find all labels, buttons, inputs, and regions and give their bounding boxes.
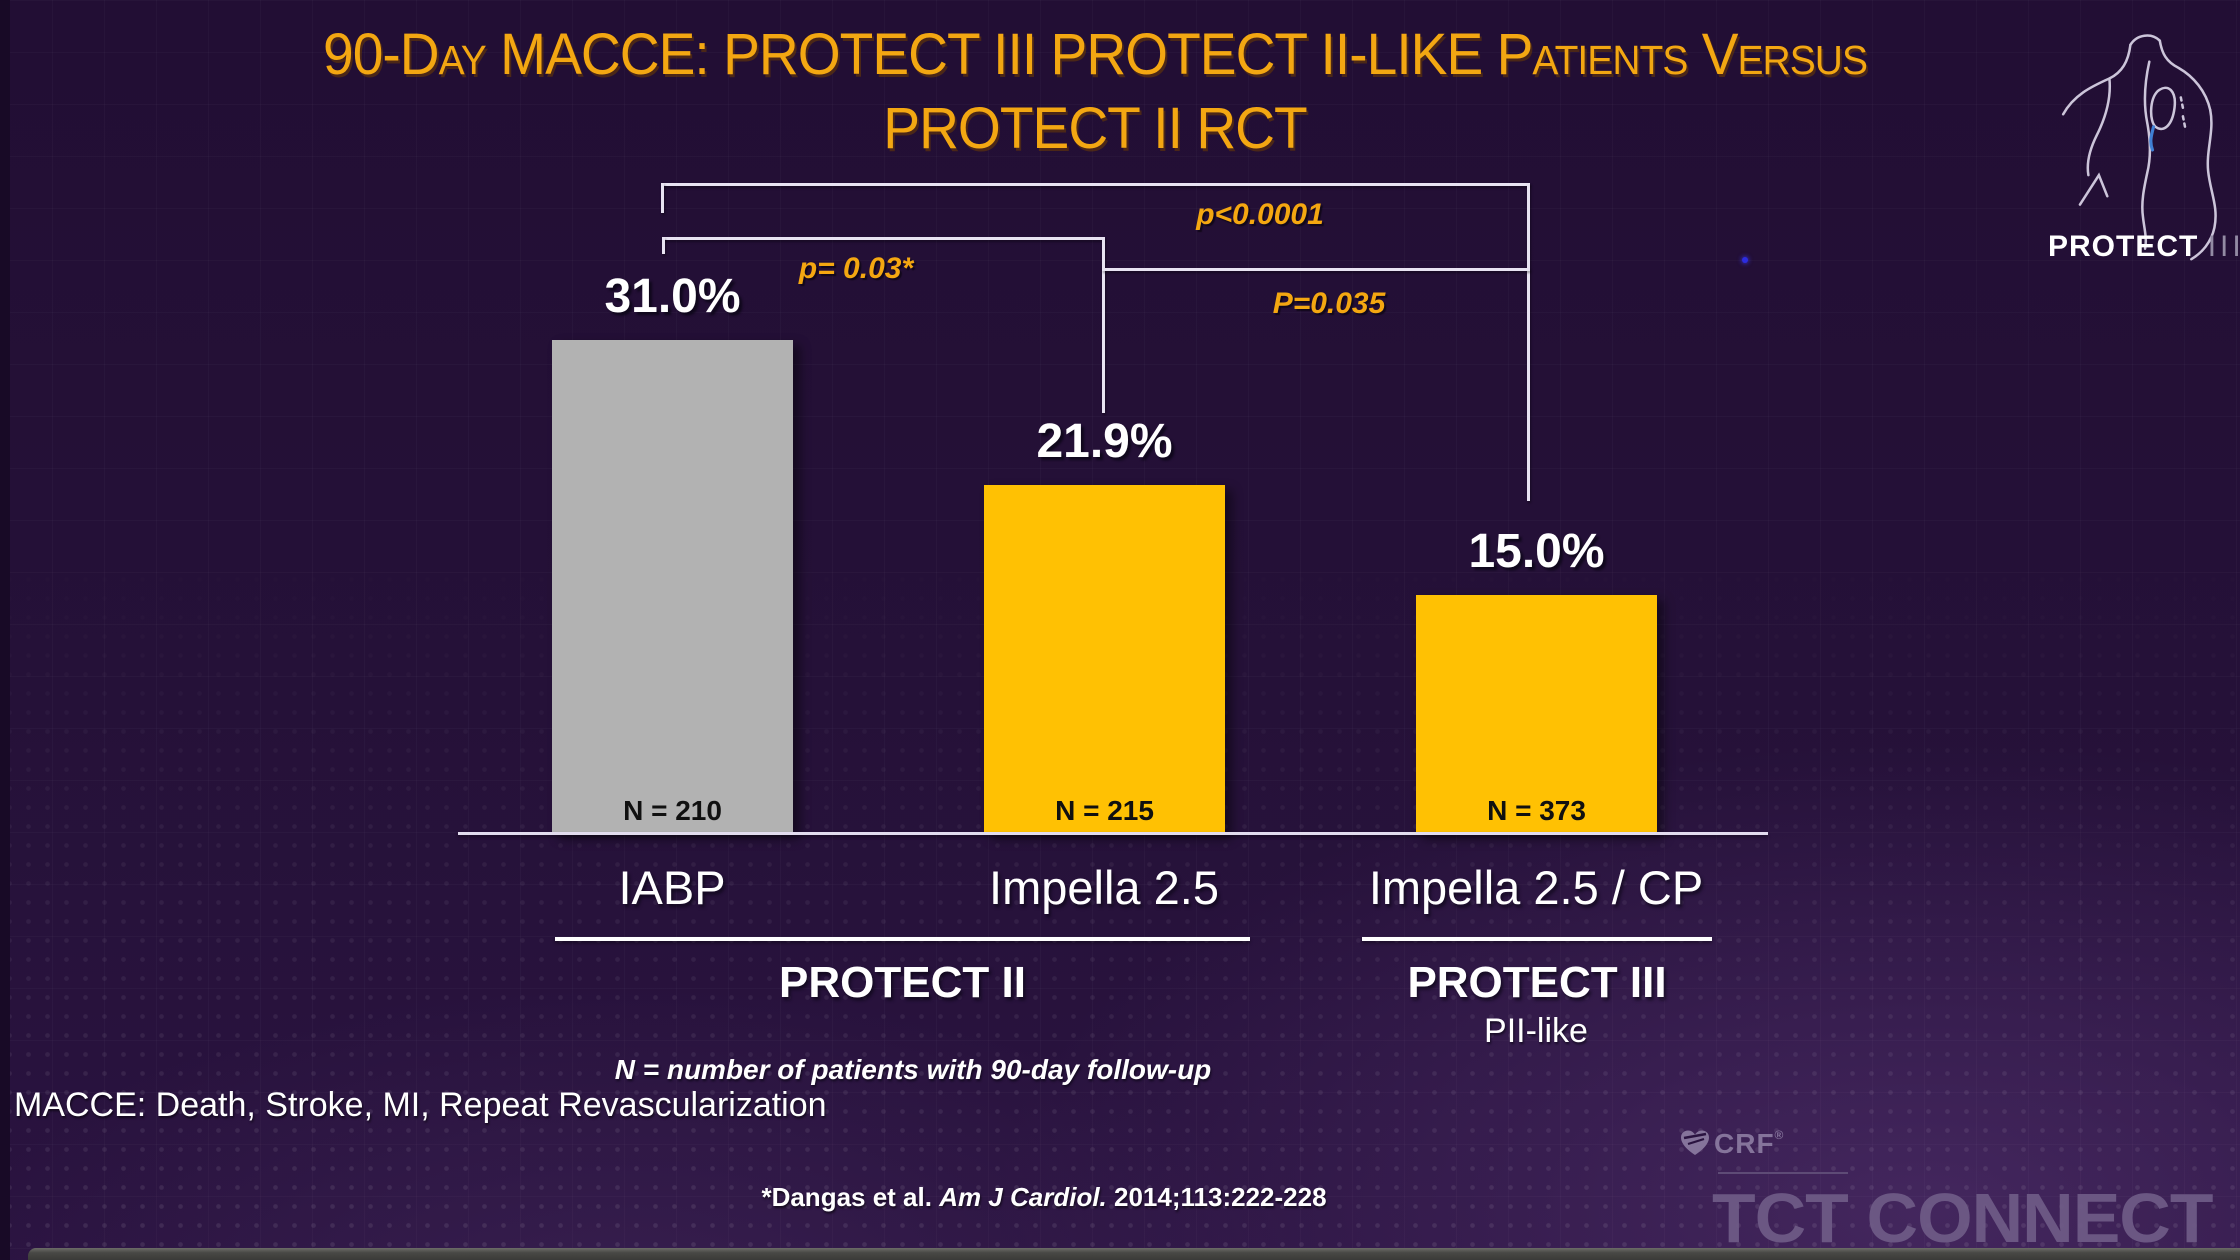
bracket-outer-horizontal bbox=[661, 183, 1530, 186]
protect-wordmark-bold: PROTECT bbox=[2048, 230, 2199, 263]
protect-iii-wordmark: PROTECT III bbox=[2048, 230, 2240, 264]
bracket-right-horizontal bbox=[1102, 268, 1530, 271]
protect-wordmark-iii: III bbox=[2207, 230, 2240, 263]
crf-registered-mark: ® bbox=[1774, 1128, 1785, 1142]
crf-wordmark: CRF bbox=[1714, 1128, 1775, 1159]
bracket-outer-left-tick bbox=[661, 183, 664, 213]
pvalue-right: P=0.035 bbox=[1272, 287, 1386, 320]
left-edge-shadow bbox=[0, 0, 10, 1260]
tct-connect-watermark: CRF® TCT CONNECT bbox=[1680, 1128, 2240, 1257]
bar-impella25: N = 215 bbox=[984, 485, 1225, 834]
pvalue-left: p= 0.03* bbox=[798, 252, 914, 285]
crf-logo: CRF® bbox=[1680, 1128, 2240, 1174]
bracket-mid-left-tick bbox=[662, 237, 665, 254]
tct-connect-wordmark: TCT CONNECT bbox=[1712, 1179, 2213, 1257]
bar-value-label: 31.0% bbox=[604, 270, 741, 323]
citation-line: *Dangas et al. Am J Cardiol. 2014;113:22… bbox=[0, 1182, 2088, 1213]
group-label-protect-ii: PROTECT II bbox=[779, 958, 1026, 1007]
bracket-mid-horizontal bbox=[662, 237, 1104, 240]
slide-title-line1: 90-Day MACCE: PROTECT III PROTECT II-LIK… bbox=[323, 22, 1868, 87]
bar-n-label: N = 373 bbox=[1487, 795, 1586, 826]
protect-iii-underline bbox=[1362, 937, 1712, 941]
pii-like-note: PII-like bbox=[1484, 1012, 1588, 1050]
macce-definition-footnote: MACCE: Death, Stroke, MI, Repeat Revascu… bbox=[14, 1086, 827, 1124]
protect-ii-underline bbox=[555, 937, 1250, 941]
protect-iii-logo: PROTECT III bbox=[2048, 26, 2240, 276]
category-label-impella25cp: Impella 2.5 / CP bbox=[1368, 861, 1704, 914]
bracket-outer-right-vertical bbox=[1527, 183, 1530, 501]
bar-iabp: N = 210 bbox=[552, 340, 793, 834]
n-definition-note: N = number of patients with 90-day follo… bbox=[614, 1054, 1212, 1085]
category-label-iabp: IABP bbox=[618, 861, 726, 914]
bar-impella25cp: N = 373 bbox=[1416, 595, 1657, 834]
citation-volume: 2014;113:222-228 bbox=[1106, 1182, 1327, 1212]
bar-value-label: 21.9% bbox=[1036, 415, 1173, 468]
group-label-protect-iii: PROTECT III bbox=[1407, 958, 1667, 1007]
category-label-impella25: Impella 2.5 bbox=[989, 861, 1219, 914]
crf-heart-icon bbox=[1680, 1129, 1710, 1164]
citation-journal: Am J Cardiol. bbox=[939, 1182, 1107, 1212]
crf-divider-line bbox=[1718, 1172, 1848, 1174]
pvalue-outer: p<0.0001 bbox=[1196, 198, 1324, 231]
slide-title: 90-Day MACCE: PROTECT III PROTECT II-LIK… bbox=[60, 18, 2130, 166]
bar-value-label: 15.0% bbox=[1468, 525, 1605, 578]
bar-n-label: N = 210 bbox=[623, 795, 722, 826]
video-scrubber-bar[interactable] bbox=[28, 1248, 2240, 1260]
stray-blue-marker bbox=[1742, 257, 1748, 263]
bracket-mid-right-vertical bbox=[1102, 237, 1105, 413]
slide-title-line2: PROTECT II RCT bbox=[883, 96, 1307, 161]
citation-authors: *Dangas et al. bbox=[761, 1182, 940, 1212]
bar-n-label: N = 215 bbox=[1055, 795, 1154, 826]
x-axis-line bbox=[458, 832, 1768, 835]
